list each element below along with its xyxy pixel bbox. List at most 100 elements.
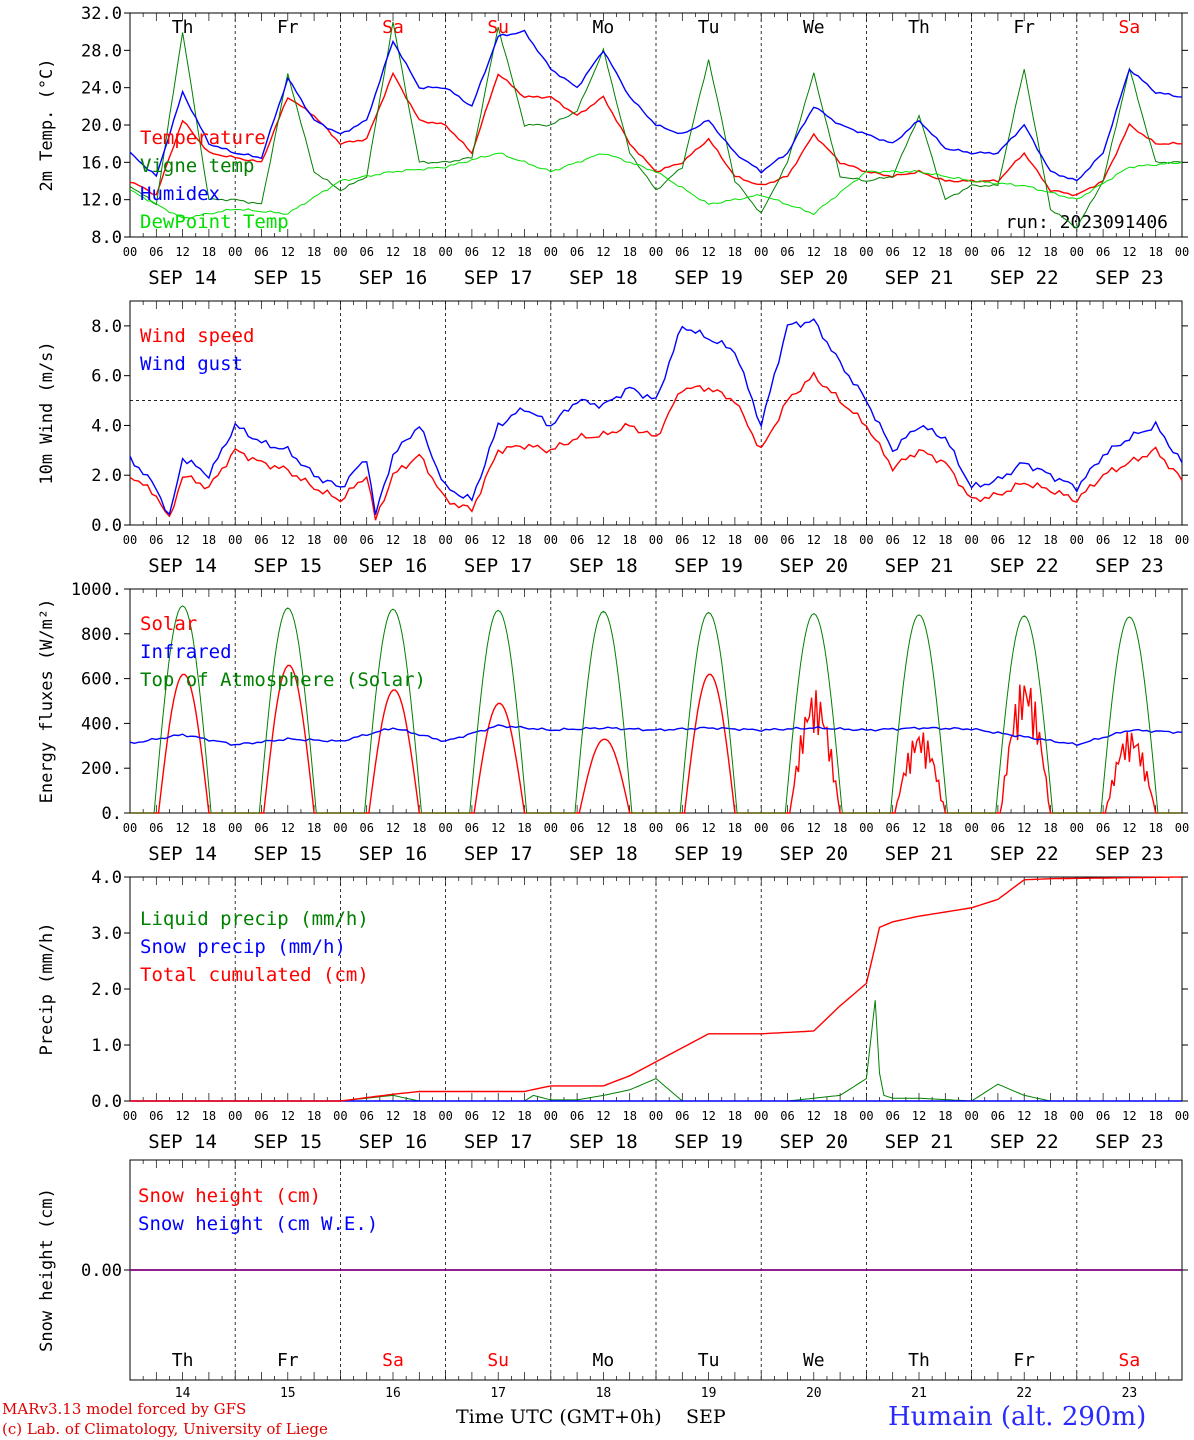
legend-entry: Total cumulated (cm) xyxy=(140,964,369,986)
hour-tick-label: 06 xyxy=(570,245,584,259)
hour-tick-label: 18 xyxy=(1043,245,1057,259)
y-tick-label: 1000. xyxy=(71,580,122,600)
hour-tick-label: 18 xyxy=(517,245,531,259)
hour-tick-label: 00 xyxy=(333,1109,347,1123)
hour-tick-label: 12 xyxy=(281,245,295,259)
y-tick-label: 600. xyxy=(81,670,122,690)
hour-tick-label: 18 xyxy=(202,1109,216,1123)
date-label: SEP 17 xyxy=(464,267,533,289)
hour-tick-label: 12 xyxy=(386,821,400,835)
hour-tick-label: 18 xyxy=(1043,533,1057,547)
lab-credit: (c) Lab. of Climatology, University of L… xyxy=(2,1420,328,1438)
hour-tick-label: 18 xyxy=(1148,245,1162,259)
hour-tick-label: 12 xyxy=(281,1109,295,1123)
hour-tick-label: 00 xyxy=(228,1109,242,1123)
weekday-label: Fr xyxy=(277,17,299,38)
date-label: SEP 17 xyxy=(464,555,533,577)
hour-tick-label: 00 xyxy=(859,821,873,835)
date-label: SEP 14 xyxy=(148,267,217,289)
date-label: SEP 17 xyxy=(464,1131,533,1153)
hour-tick-label: 00 xyxy=(1070,533,1084,547)
y-tick-label: 28.0 xyxy=(81,41,122,61)
day-number-label: 18 xyxy=(596,1386,612,1401)
hour-tick-label: 12 xyxy=(175,533,189,547)
hour-tick-label: 18 xyxy=(307,245,321,259)
hour-tick-label: 06 xyxy=(991,533,1005,547)
y-tick-label: 2.0 xyxy=(91,980,122,1000)
weekday-label: Su xyxy=(487,1350,509,1371)
date-label: SEP 14 xyxy=(148,555,217,577)
model-credit: MARv3.13 model forced by GFS xyxy=(2,1400,247,1418)
date-label: SEP 19 xyxy=(674,1131,743,1153)
hour-tick-label: 00 xyxy=(228,533,242,547)
y-axis-label: 2m Temp. (°C) xyxy=(37,58,57,191)
hour-tick-label: 00 xyxy=(1070,821,1084,835)
hour-tick-label: 06 xyxy=(359,1109,373,1123)
legend-entry: Infrared xyxy=(140,641,232,663)
hour-tick-label: 00 xyxy=(228,821,242,835)
hour-tick-label: 00 xyxy=(438,821,452,835)
hour-tick-label: 06 xyxy=(780,1109,794,1123)
hour-tick-label: 06 xyxy=(465,245,479,259)
panel-frame xyxy=(129,300,1183,526)
hour-tick-label: 18 xyxy=(1148,533,1162,547)
hour-tick-label: 06 xyxy=(254,533,268,547)
hour-tick-label: 00 xyxy=(754,533,768,547)
hour-tick-label: 12 xyxy=(1122,245,1136,259)
hour-tick-label: 12 xyxy=(596,1109,610,1123)
weekday-label: Th xyxy=(908,17,930,38)
weekday-label: Sa xyxy=(382,17,404,38)
hour-tick-label: 00 xyxy=(859,245,873,259)
hour-tick-label: 18 xyxy=(1043,821,1057,835)
legend-entry: Top of Atmosphere (Solar) xyxy=(140,669,426,691)
y-tick-label: 8.0 xyxy=(91,317,122,337)
hour-tick-label: 12 xyxy=(175,821,189,835)
hour-tick-label: 06 xyxy=(780,533,794,547)
y-tick-label: 0.0 xyxy=(91,1092,122,1112)
hour-tick-label: 18 xyxy=(517,533,531,547)
date-label: SEP 18 xyxy=(569,843,638,865)
day-number-label: 20 xyxy=(806,1386,822,1401)
hour-tick-label: 06 xyxy=(149,1109,163,1123)
hour-tick-label: 06 xyxy=(359,821,373,835)
hour-tick-label: 06 xyxy=(675,1109,689,1123)
date-label: SEP 21 xyxy=(885,267,954,289)
run-label: run: 2023091406 xyxy=(1005,212,1168,233)
hour-tick-label: 12 xyxy=(596,533,610,547)
hour-tick-label: 18 xyxy=(1043,1109,1057,1123)
hour-tick-label: 18 xyxy=(517,1109,531,1123)
y-axis-label: Snow height (cm) xyxy=(37,1188,57,1352)
hour-tick-label: 12 xyxy=(386,1109,400,1123)
hour-tick-label: 18 xyxy=(938,533,952,547)
hour-tick-label: 18 xyxy=(833,533,847,547)
hour-tick-label: 12 xyxy=(491,821,505,835)
date-label: SEP 21 xyxy=(885,555,954,577)
legend-entry: Humidex xyxy=(140,183,220,205)
date-label: SEP 23 xyxy=(1095,555,1164,577)
date-label: SEP 23 xyxy=(1095,267,1164,289)
series-top-of-atmosphere-solar xyxy=(130,605,1182,814)
hour-tick-label: 12 xyxy=(491,533,505,547)
y-tick-label: 400. xyxy=(81,714,122,734)
hour-tick-label: 06 xyxy=(359,533,373,547)
hour-tick-label: 12 xyxy=(1122,821,1136,835)
hour-tick-label: 12 xyxy=(701,245,715,259)
day-number-label: 21 xyxy=(911,1386,927,1401)
weekday-label: Sa xyxy=(1119,1350,1141,1371)
date-label: SEP 15 xyxy=(253,1131,322,1153)
hour-tick-label: 18 xyxy=(1148,821,1162,835)
hour-tick-label: 12 xyxy=(1017,821,1031,835)
weekday-label: Fr xyxy=(1013,17,1035,38)
series-humidex xyxy=(129,29,1183,182)
hour-tick-label: 06 xyxy=(149,533,163,547)
y-tick-label: 800. xyxy=(81,625,122,645)
day-number-label: 16 xyxy=(385,1386,401,1401)
y-tick-label: 8.0 xyxy=(91,228,122,248)
weekday-label: Th xyxy=(172,1350,194,1371)
hour-tick-label: 06 xyxy=(254,1109,268,1123)
hour-tick-label: 12 xyxy=(807,245,821,259)
date-label: SEP 22 xyxy=(990,267,1059,289)
hour-tick-label: 00 xyxy=(649,821,663,835)
legend-entry: Liquid precip (mm/h) xyxy=(140,908,369,930)
hour-tick-label: 06 xyxy=(465,533,479,547)
